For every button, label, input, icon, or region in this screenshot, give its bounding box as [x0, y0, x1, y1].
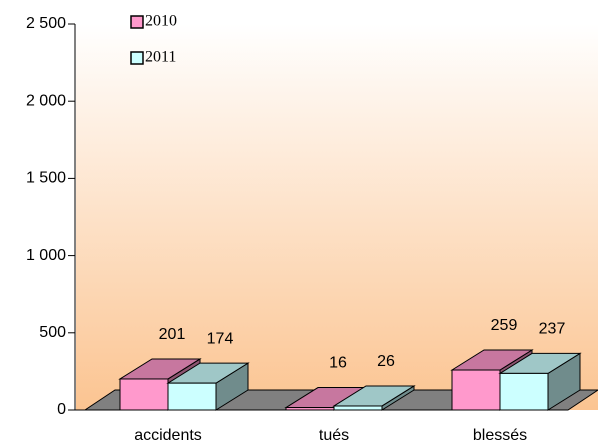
- value-label: 174: [207, 330, 234, 347]
- y-tick-label: 2 000: [26, 92, 66, 109]
- value-label: 26: [377, 353, 395, 370]
- y-tick-label: 1 000: [26, 247, 66, 264]
- value-label: 237: [539, 321, 566, 338]
- bar: [499, 372, 549, 411]
- x-tick-label: blessés: [473, 427, 527, 443]
- value-label: 201: [159, 326, 186, 343]
- bar: [451, 369, 501, 411]
- legend-label: 2010: [145, 13, 177, 30]
- bar: [333, 405, 383, 411]
- y-tick-label: 500: [39, 324, 66, 341]
- y-tick-label: 1 500: [26, 170, 66, 187]
- bar: [119, 378, 169, 411]
- legend-label: 2011: [145, 49, 176, 66]
- x-tick-label: tués: [319, 427, 349, 443]
- plot-background: [76, 24, 598, 410]
- y-tick-label: 2 500: [26, 15, 66, 32]
- legend-swatch: [130, 15, 144, 29]
- value-label: 259: [491, 317, 518, 334]
- bar: [285, 407, 335, 411]
- value-label: 16: [329, 355, 347, 372]
- bar: [167, 382, 217, 411]
- legend-swatch: [130, 51, 144, 65]
- y-tick-label: 0: [57, 401, 66, 418]
- x-tick-label: accidents: [134, 427, 202, 443]
